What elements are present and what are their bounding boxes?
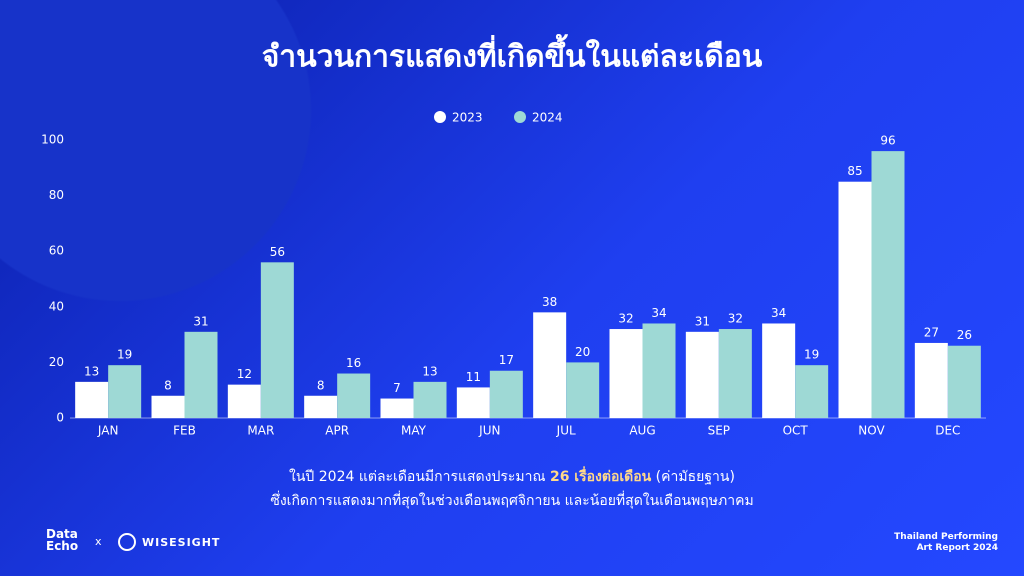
x-tick-label: JUL — [556, 424, 576, 438]
x-tick-label: MAR — [247, 424, 274, 438]
logo-wisesight: WISESIGHT — [142, 536, 221, 549]
report-text: Art Report 2024 — [916, 543, 998, 553]
y-tick-label: 40 — [49, 299, 64, 313]
y-tick-label: 60 — [49, 244, 64, 258]
value-label: 31 — [193, 314, 208, 328]
y-tick-label: 100 — [41, 133, 64, 147]
value-label: 85 — [847, 164, 862, 178]
x-tick-label: SEP — [708, 424, 730, 438]
bar — [838, 181, 872, 418]
value-label: 96 — [880, 134, 895, 148]
bar — [871, 151, 905, 418]
logo-text: Data — [46, 527, 78, 541]
value-label: 12 — [237, 367, 252, 381]
caption-text: (ค่ามัธยฐาน) — [655, 469, 735, 485]
legend-marker — [434, 111, 446, 123]
value-label: 11 — [466, 370, 481, 384]
bar — [914, 342, 948, 418]
value-label: 19 — [117, 348, 132, 362]
value-label: 34 — [651, 306, 666, 320]
bar — [489, 370, 523, 418]
bar — [75, 381, 109, 418]
bar — [108, 365, 142, 418]
caption-highlight: 26 เรื่องต่อเดือน — [549, 469, 652, 485]
caption-line1: ในปี 2024 แต่ละเดือนมีการแสดงประมาณ 26 เ… — [0, 466, 1024, 488]
value-label: 17 — [499, 353, 514, 367]
logo-dataecho: Data Echo — [46, 528, 78, 552]
value-label: 19 — [804, 348, 819, 362]
bar — [380, 398, 414, 418]
x-tick-label: OCT — [783, 424, 809, 438]
bar — [337, 373, 371, 418]
value-label: 31 — [695, 314, 710, 328]
bar — [227, 384, 261, 418]
legend-marker — [514, 111, 526, 123]
bar — [260, 262, 294, 418]
value-label: 38 — [542, 295, 557, 309]
bar — [947, 345, 981, 418]
legend-label: 2023 — [452, 111, 483, 125]
logo-icon — [118, 533, 136, 551]
x-tick-label: AUG — [629, 424, 655, 438]
value-label: 13 — [84, 364, 99, 378]
x-tick-label: NOV — [858, 424, 885, 438]
bar — [642, 323, 676, 418]
caption-line2: ซึ่งเกิดการแสดงมากที่สุดในช่วงเดือนพฤศจิ… — [270, 493, 754, 509]
value-label: 13 — [422, 364, 437, 378]
bar — [304, 395, 338, 418]
bar — [533, 312, 567, 418]
x-tick-label: FEB — [173, 424, 196, 438]
bar — [456, 387, 490, 418]
report-name: Thailand Performing Art Report 2024 — [894, 532, 998, 554]
bar — [762, 323, 796, 418]
x-tick-label: MAY — [401, 424, 427, 438]
value-label: 56 — [270, 245, 285, 259]
x-tick-label: JAN — [97, 424, 119, 438]
value-label: 32 — [728, 312, 743, 326]
logo-text: Echo — [46, 539, 79, 553]
y-tick-label: 20 — [49, 355, 64, 369]
value-label: 32 — [618, 312, 633, 326]
bar — [184, 331, 218, 418]
x-tick-label: APR — [325, 424, 349, 438]
bar — [718, 329, 752, 418]
bar — [151, 395, 185, 418]
chart-title: จำนวนการแสดงที่เกิดขึ้นในแต่ละเดือน — [262, 34, 763, 75]
value-label: 8 — [164, 378, 172, 392]
value-label: 7 — [393, 381, 401, 395]
bar — [566, 362, 600, 418]
y-tick-label: 0 — [56, 411, 64, 425]
separator: x — [95, 535, 102, 548]
y-tick-label: 80 — [49, 188, 64, 202]
legend-label: 2024 — [532, 111, 563, 125]
value-label: 20 — [575, 345, 590, 359]
report-text: Thailand Performing — [894, 532, 998, 542]
bar — [795, 365, 829, 418]
value-label: 34 — [771, 306, 786, 320]
value-label: 16 — [346, 356, 361, 370]
value-label: 27 — [924, 325, 939, 339]
caption-text: ในปี 2024 แต่ละเดือนมีการแสดงประมาณ — [289, 469, 546, 485]
x-tick-label: DEC — [935, 424, 960, 438]
x-tick-label: JUN — [478, 424, 500, 438]
bar — [413, 381, 447, 418]
bar — [609, 329, 643, 418]
bar — [685, 331, 719, 418]
value-label: 8 — [317, 378, 325, 392]
value-label: 26 — [957, 328, 972, 342]
